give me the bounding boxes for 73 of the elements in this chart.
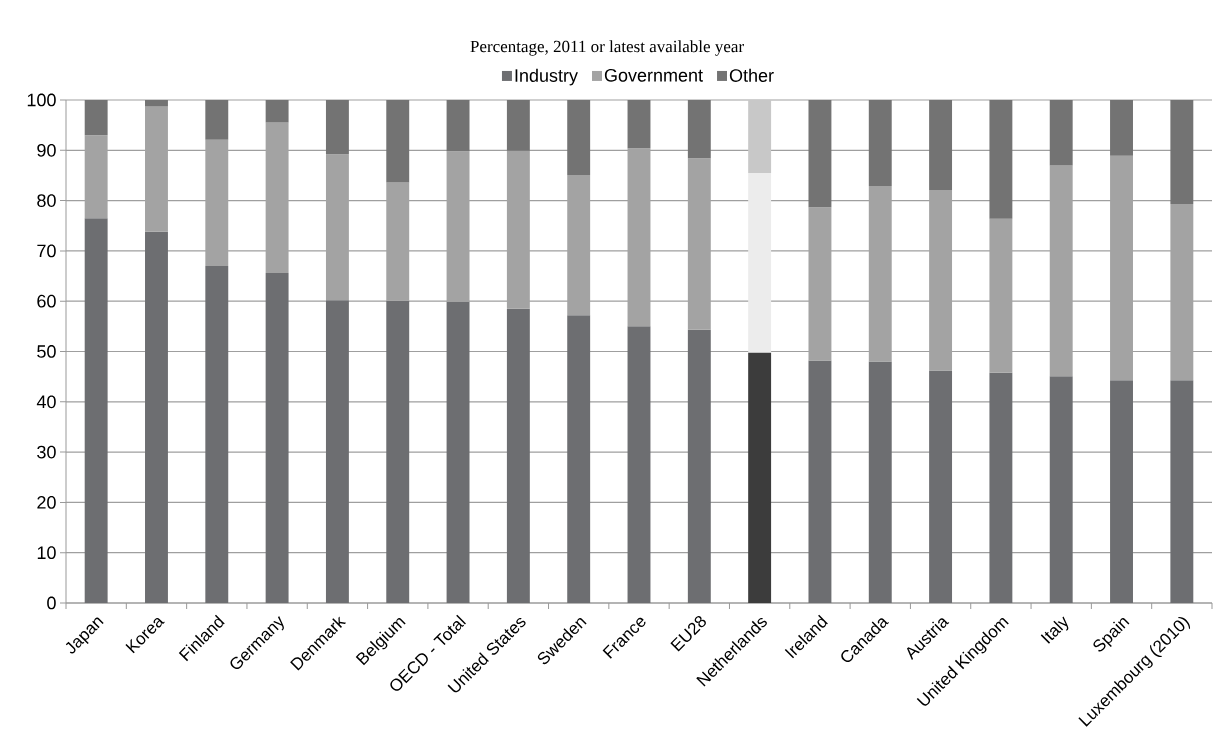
- bar: [1170, 99, 1194, 205]
- bar: [808, 360, 832, 603]
- bar: [1049, 165, 1073, 377]
- bar: [506, 99, 530, 151]
- bar: [265, 99, 289, 123]
- bar: [989, 218, 1013, 373]
- bar: [1170, 204, 1194, 381]
- bar: [84, 218, 108, 603]
- bar: [627, 326, 651, 603]
- bar: [205, 139, 229, 266]
- bar: [1110, 380, 1133, 603]
- y-tick-label: 80: [37, 194, 56, 207]
- bar: [627, 99, 651, 149]
- bar: [687, 158, 711, 330]
- y-tick-label: 0: [47, 596, 56, 610]
- bar: [446, 99, 470, 152]
- bar: [205, 99, 229, 140]
- y-tick-label: 60: [37, 294, 56, 308]
- bar: [868, 186, 892, 362]
- bar: [748, 352, 772, 603]
- bar: [687, 99, 711, 159]
- chart-title: Percentage, 2011 or latest available year: [470, 40, 744, 56]
- bar: [868, 361, 892, 603]
- bar: [325, 154, 349, 301]
- bar: [325, 300, 349, 603]
- bar: [386, 300, 410, 603]
- bar: [567, 315, 591, 603]
- bar: [265, 122, 289, 274]
- bar: [929, 99, 953, 191]
- y-tick-label: 10: [37, 546, 56, 560]
- bar: [84, 99, 108, 136]
- bar: [808, 99, 832, 208]
- bar: [989, 99, 1013, 219]
- bar: [868, 99, 892, 187]
- bar: [1110, 99, 1133, 156]
- bar: [84, 135, 108, 219]
- bar: [386, 182, 410, 301]
- bar: [1110, 155, 1133, 381]
- bar: [627, 148, 651, 327]
- y-tick-label: 100: [27, 93, 56, 107]
- bar: [929, 190, 953, 371]
- y-tick-label: 20: [37, 496, 56, 509]
- bar: [748, 172, 772, 353]
- bar: [929, 370, 953, 603]
- y-tick-label: 70: [37, 244, 56, 258]
- y-tick-label: 50: [37, 345, 56, 358]
- legend-label: Government: [604, 68, 703, 82]
- bar: [145, 99, 168, 107]
- bar: [265, 273, 289, 603]
- bar: [446, 301, 470, 603]
- y-tick-label: 90: [37, 143, 56, 157]
- y-tick-label: 40: [36, 395, 56, 409]
- legend-label: Other: [729, 68, 774, 82]
- x-tick-label: Italy: [1040, 616, 1069, 644]
- bar: [1049, 99, 1073, 166]
- bar: [1049, 376, 1073, 603]
- bar: [386, 99, 410, 183]
- bar: [567, 174, 591, 316]
- bar: [446, 151, 470, 302]
- bar: [145, 231, 168, 603]
- bar: [325, 99, 349, 155]
- bar: [205, 265, 229, 603]
- y-tick-label: 30: [37, 445, 56, 459]
- bar: [989, 372, 1013, 603]
- bar: [1170, 380, 1194, 603]
- bar: [145, 106, 168, 232]
- bar: [506, 308, 530, 603]
- bar: [567, 99, 591, 175]
- bar: [506, 150, 530, 309]
- bar: [748, 99, 772, 173]
- bar: [808, 207, 832, 361]
- legend-label: Industry: [515, 68, 578, 86]
- bar: [687, 329, 711, 603]
